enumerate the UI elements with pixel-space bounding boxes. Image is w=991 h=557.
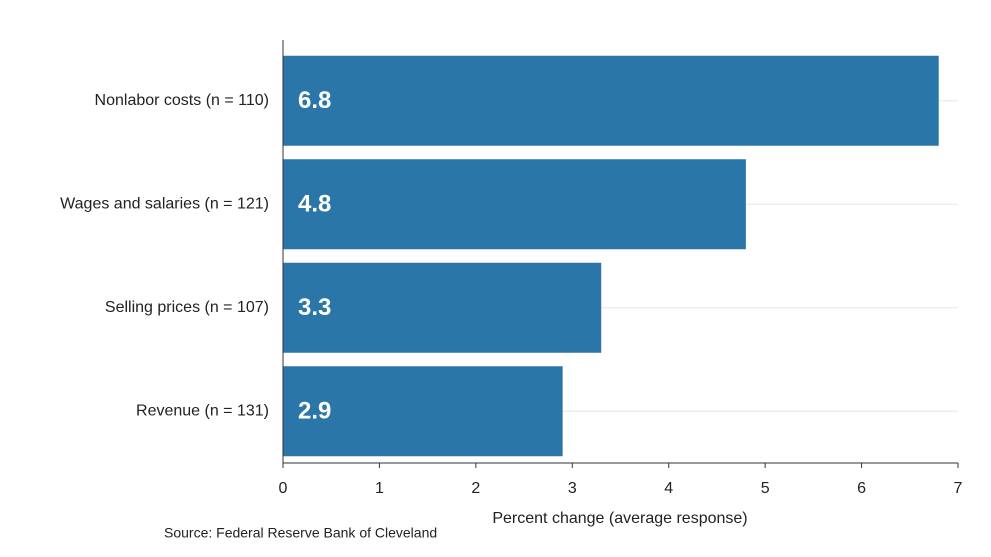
x-tick-label: 6: [857, 480, 866, 497]
value-label: 6.8: [298, 87, 331, 114]
y-tick-label: Wages and salaries (n = 121): [60, 195, 269, 212]
x-tick-label: 2: [471, 480, 480, 497]
value-label: 2.9: [298, 398, 331, 425]
x-tick-label: 7: [954, 480, 963, 497]
x-tick-label: 4: [664, 480, 673, 497]
bar: [283, 262, 602, 353]
x-tick-label: 3: [568, 480, 577, 497]
x-axis-label: Percent change (average response): [492, 510, 747, 527]
bar: [283, 159, 746, 250]
bar: [283, 55, 939, 146]
source-note: Source: Federal Reserve Bank of Clevelan…: [164, 525, 437, 541]
value-label: 3.3: [298, 294, 331, 321]
bar: [283, 366, 563, 457]
x-tick-label: 1: [375, 480, 384, 497]
x-tick-label: 5: [761, 480, 770, 497]
y-tick-label: Nonlabor costs (n = 110): [95, 92, 269, 109]
value-label: 4.8: [298, 191, 331, 218]
x-tick-label: 0: [279, 480, 288, 497]
y-tick-label: Selling prices (n = 107): [105, 299, 269, 316]
y-tick-label: Revenue (n = 131): [136, 402, 269, 419]
